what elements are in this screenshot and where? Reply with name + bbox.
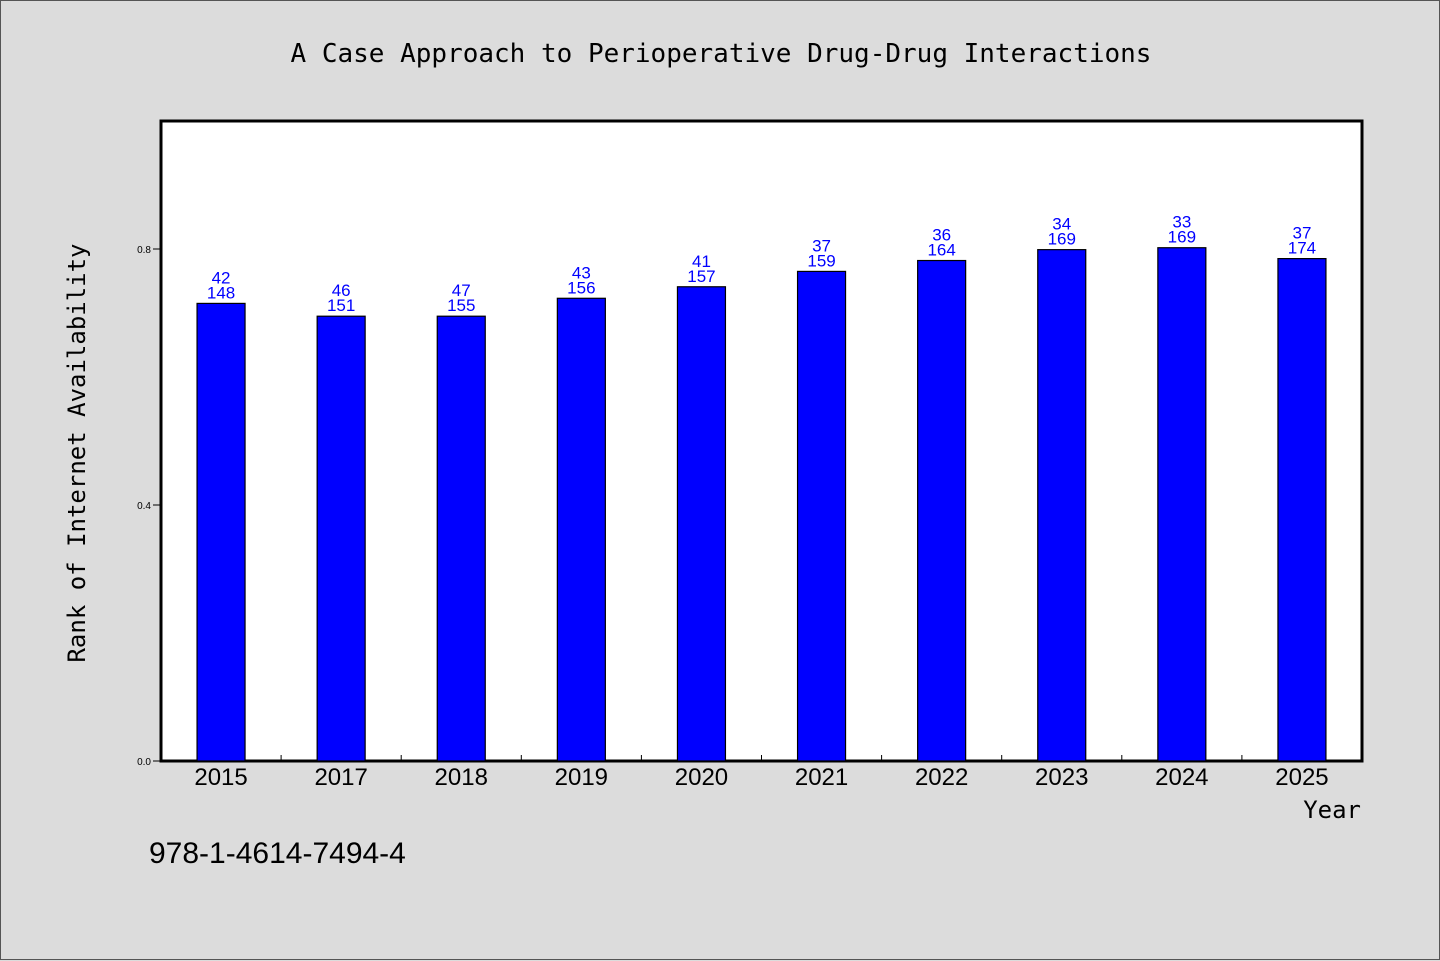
bar-2020 [676, 286, 727, 762]
x-tick-labels: 2015 2017 2018 2019 2020 2021 2022 2023 2024 2025 [194, 764, 1328, 791]
x-tick-label-2025: 2025 [1275, 764, 1328, 791]
bar-2023 [1037, 249, 1087, 762]
data-label-bottom-2021: 159 [807, 251, 835, 270]
x-tick-label-2021: 2021 [795, 764, 848, 791]
x-tick-label-2022: 2022 [915, 764, 968, 791]
data-label-top-2025: 37 [1292, 224, 1311, 243]
bar-2017 [316, 315, 366, 762]
y-axis-label: Rank of Internet Availability [63, 243, 91, 662]
y-tick-label-0.0: 0.0 [137, 757, 151, 768]
x-tick-label-2023: 2023 [1035, 764, 1088, 791]
bar-2015 [196, 302, 246, 762]
bar-2018 [436, 315, 486, 762]
data-label-bottom-2020: 157 [687, 267, 715, 286]
y-tick-labels: 0.0 0.4 0.8 [137, 245, 151, 768]
axis-ticks [153, 248, 1243, 762]
x-tick-label-2019: 2019 [555, 764, 608, 791]
data-label-top-2024: 33 [1172, 213, 1191, 232]
x-tick-label-2017: 2017 [314, 764, 367, 791]
x-axis-label: Year [1303, 796, 1361, 824]
data-label-bottom-2019: 156 [567, 278, 595, 297]
chart-title: A Case Approach to Perioperative Drug-Dr… [291, 39, 1152, 69]
data-label-top-2022: 36 [932, 226, 951, 245]
data-label-bottom-2015: 148 [207, 283, 235, 302]
x-tick-label-2020: 2020 [675, 764, 728, 791]
bar-2022 [917, 259, 967, 762]
data-label-top-2023: 34 [1052, 215, 1071, 234]
data-label-top-2015: 42 [212, 268, 231, 287]
x-tick-label-2024: 2024 [1155, 764, 1208, 791]
data-label-top-2017: 46 [332, 281, 351, 300]
bar-2021 [796, 270, 847, 762]
data-label-bottom-2023: 169 [1048, 230, 1076, 249]
data-label-top-2019: 43 [572, 263, 591, 282]
bar-2024 [1157, 247, 1207, 762]
x-tick-label-2018: 2018 [435, 764, 488, 791]
data-label-bottom-2024: 169 [1168, 228, 1196, 247]
bar-2019 [556, 297, 606, 762]
data-label-top-2020: 41 [692, 252, 711, 271]
data-label-bottom-2025: 174 [1288, 239, 1316, 258]
y-tick-label-0.4: 0.4 [137, 501, 151, 512]
isbn-text: 978-1-4614-7494-4 [149, 837, 406, 870]
data-label-top-2021: 37 [812, 236, 831, 255]
data-label-bottom-2022: 164 [927, 241, 955, 260]
data-label-top-2018: 47 [452, 281, 471, 300]
y-tick-label-0.8: 0.8 [137, 245, 151, 256]
data-label-bottom-2017: 151 [327, 296, 355, 315]
data-label-bottom-2018: 155 [447, 296, 475, 315]
x-tick-label-2015: 2015 [194, 764, 247, 791]
bar-2025 [1277, 258, 1327, 762]
bars [196, 247, 1327, 762]
